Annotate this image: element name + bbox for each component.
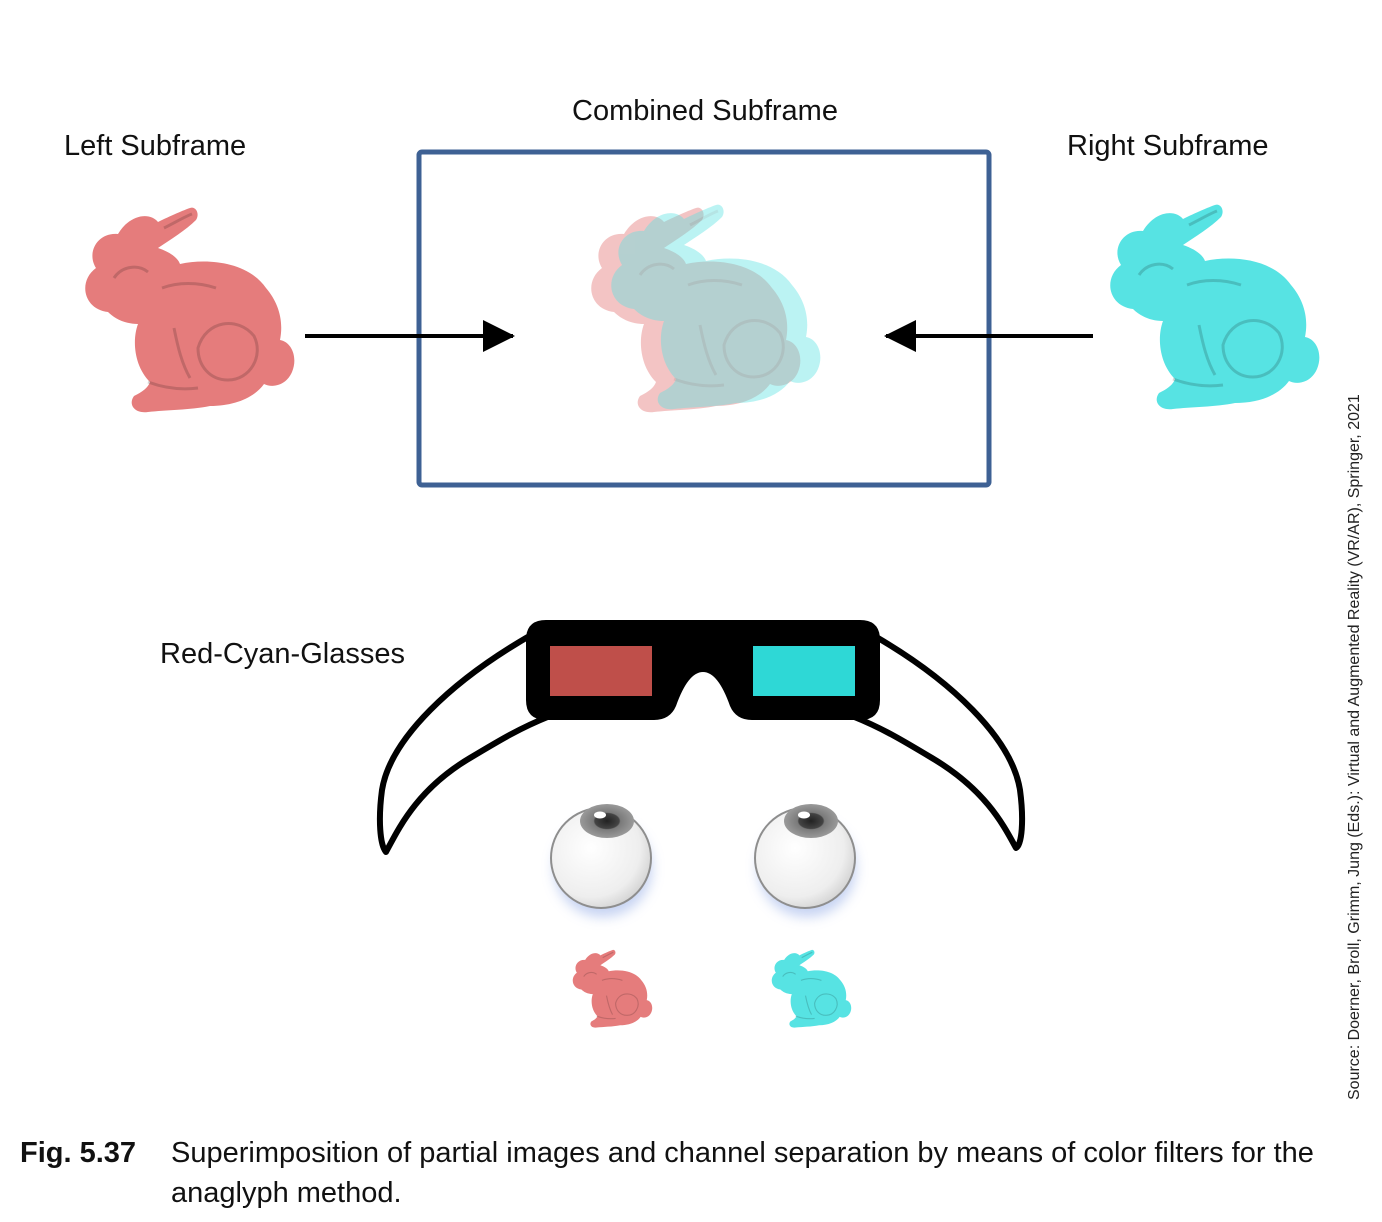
glasses-label: Red-Cyan-Glasses — [160, 638, 405, 670]
right-temple — [849, 627, 1026, 851]
red-cyan-glasses — [376, 620, 1026, 855]
source-credit: Source: Doerner, Broll, Grimm, Jung (Eds… — [1346, 394, 1363, 1100]
left-subframe-label: Left Subframe — [64, 130, 247, 162]
left-bunny — [85, 207, 295, 413]
lens-cyan — [753, 646, 855, 696]
figure-number: Fig. 5.37 — [20, 1137, 137, 1169]
caption-text: Superimposition of partial images and ch… — [171, 1137, 1314, 1209]
small-red-bunny — [572, 949, 653, 1028]
small-cyan-bunny — [771, 949, 852, 1028]
right-subframe-label: Right Subframe — [1067, 130, 1269, 162]
right-bunny — [1110, 204, 1320, 410]
lens-red — [550, 646, 652, 696]
left-temple — [376, 627, 553, 855]
combined-frame — [416, 149, 992, 488]
right-eye — [754, 804, 856, 917]
left-eye — [550, 804, 652, 917]
combined-bunnies — [591, 204, 821, 413]
combined-subframe-label: Combined Subframe — [572, 95, 838, 127]
